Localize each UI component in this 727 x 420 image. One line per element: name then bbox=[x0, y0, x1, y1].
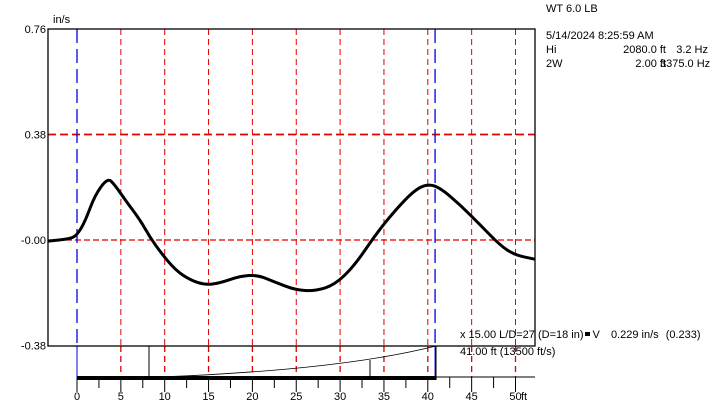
pile-length-bar bbox=[77, 376, 437, 380]
x-tick-label: 10 bbox=[159, 391, 171, 403]
y-tick-label: -0.38 bbox=[21, 341, 46, 353]
x-tick-label: 45 bbox=[466, 391, 478, 403]
header-row-value: 2.00 ft bbox=[635, 58, 666, 70]
velocity-line bbox=[47, 178, 536, 293]
header-title: WT 6.0 LB bbox=[546, 3, 598, 15]
info-velocity: 0.229 in/s bbox=[610, 329, 659, 341]
info-velocity-paren: (0.233) bbox=[665, 329, 701, 341]
x-tick-label: 20 bbox=[246, 391, 258, 403]
amplification-curve bbox=[159, 345, 437, 378]
x-axis-label: ft bbox=[521, 391, 527, 403]
info-scale: x 15.00 L/D=27 (D=18 in) bbox=[460, 329, 584, 341]
x-tick-label: 5 bbox=[118, 391, 124, 403]
y-tick-label: -0.00 bbox=[21, 235, 46, 247]
header-row-label: 2W bbox=[546, 58, 563, 70]
info-line1: x 15.00 L/D=27 (D=18 in) V 0.229 in/s (0.… bbox=[460, 329, 701, 341]
header-row-freq: 3.2 Hz bbox=[676, 44, 708, 56]
x-tick-label: 50 bbox=[509, 391, 521, 403]
info-line2: 41.00 ft (13500 ft/s) bbox=[460, 346, 556, 358]
y-tick-label: 0.38 bbox=[25, 130, 46, 142]
plot-frame bbox=[47, 28, 536, 347]
marker-square-icon bbox=[584, 332, 590, 336]
x-tick-label: 15 bbox=[202, 391, 214, 403]
y-tick-label: 0.76 bbox=[25, 24, 46, 36]
info-marker: V bbox=[592, 329, 600, 341]
header-row-label: Hi bbox=[546, 44, 557, 56]
header-row-freq: 3375.0 Hz bbox=[660, 58, 711, 70]
x-tick-label: 0 bbox=[74, 391, 80, 403]
header-row-value: 2080.0 ft bbox=[623, 44, 666, 56]
x-tick-label: 40 bbox=[422, 391, 434, 403]
x-tick-label: 30 bbox=[334, 391, 346, 403]
header-datetime: 5/14/2024 8:25:59 AM bbox=[546, 30, 654, 42]
y-axis-label: in/s bbox=[53, 14, 71, 26]
x-tick-label: 35 bbox=[378, 391, 390, 403]
x-tick-label: 25 bbox=[290, 391, 302, 403]
